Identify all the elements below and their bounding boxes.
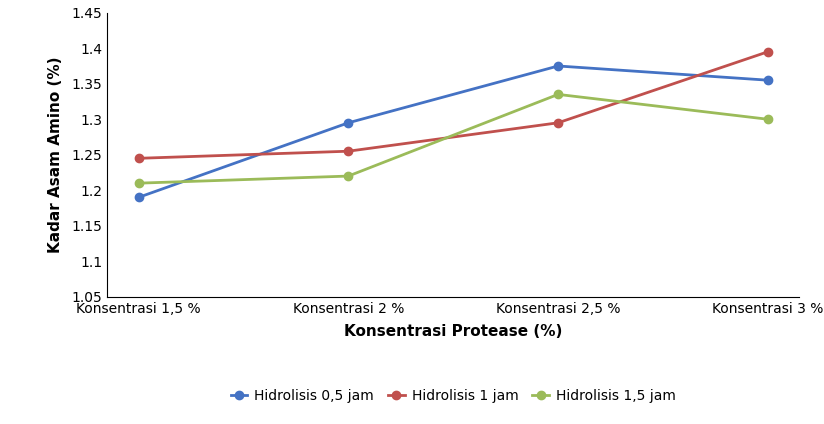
Line: Hidrolisis 1 jam: Hidrolisis 1 jam <box>134 47 772 162</box>
Hidrolisis 1,5 jam <box>763 117 773 122</box>
Hidrolisis 0,5 jam <box>553 64 563 69</box>
Hidrolisis 1,5 jam <box>133 181 143 186</box>
Y-axis label: Kadar Asam Amino (%): Kadar Asam Amino (%) <box>48 56 63 253</box>
Hidrolisis 0,5 jam <box>133 195 143 200</box>
Hidrolisis 1 jam <box>553 120 563 126</box>
Hidrolisis 1 jam <box>763 49 773 54</box>
Hidrolisis 1 jam <box>133 156 143 161</box>
X-axis label: Konsentrasi Protease (%): Konsentrasi Protease (%) <box>344 324 563 339</box>
Line: Hidrolisis 0,5 jam: Hidrolisis 0,5 jam <box>134 62 772 201</box>
Hidrolisis 1,5 jam <box>553 92 563 97</box>
Hidrolisis 1,5 jam <box>344 173 353 179</box>
Hidrolisis 0,5 jam <box>763 78 773 83</box>
Hidrolisis 1 jam <box>344 149 353 154</box>
Hidrolisis 0,5 jam <box>344 120 353 126</box>
Legend: Hidrolisis 0,5 jam, Hidrolisis 1 jam, Hidrolisis 1,5 jam: Hidrolisis 0,5 jam, Hidrolisis 1 jam, Hi… <box>225 383 681 408</box>
Line: Hidrolisis 1,5 jam: Hidrolisis 1,5 jam <box>134 90 772 187</box>
